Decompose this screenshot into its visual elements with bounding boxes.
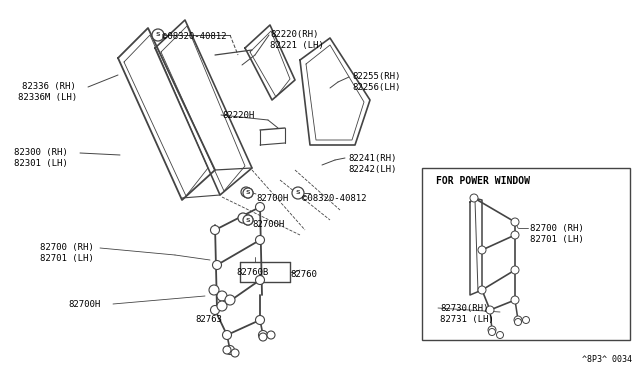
- Text: FOR POWER WINDOW: FOR POWER WINDOW: [436, 176, 530, 186]
- Text: 82760: 82760: [290, 270, 317, 279]
- Text: 82255(RH): 82255(RH): [352, 72, 401, 81]
- Circle shape: [497, 331, 504, 339]
- Circle shape: [511, 218, 519, 226]
- Text: S: S: [296, 190, 300, 196]
- Circle shape: [515, 318, 522, 326]
- Circle shape: [243, 188, 253, 198]
- Circle shape: [488, 328, 495, 336]
- Text: 82242(LH): 82242(LH): [348, 165, 396, 174]
- Circle shape: [212, 260, 221, 269]
- Text: ©08320-40812: ©08320-40812: [302, 194, 367, 203]
- Circle shape: [511, 266, 519, 274]
- Circle shape: [238, 213, 248, 223]
- Circle shape: [243, 215, 253, 225]
- Text: 82221 (LH): 82221 (LH): [270, 41, 324, 50]
- Text: 82241(RH): 82241(RH): [348, 154, 396, 163]
- Text: 82700 (RH): 82700 (RH): [530, 224, 584, 233]
- Circle shape: [470, 194, 478, 202]
- Text: 82700H: 82700H: [68, 300, 100, 309]
- Circle shape: [478, 286, 486, 294]
- Text: 82336M (LH): 82336M (LH): [18, 93, 77, 102]
- Circle shape: [217, 291, 227, 301]
- Circle shape: [243, 215, 253, 225]
- Circle shape: [255, 235, 264, 244]
- Text: 82301 (LH): 82301 (LH): [14, 159, 68, 168]
- Circle shape: [231, 349, 239, 357]
- Circle shape: [255, 276, 264, 285]
- Circle shape: [223, 330, 232, 340]
- Text: S: S: [246, 218, 250, 222]
- Circle shape: [511, 231, 519, 239]
- Circle shape: [259, 333, 267, 341]
- Text: ^8P3^ 0034: ^8P3^ 0034: [582, 355, 632, 364]
- Circle shape: [488, 326, 496, 334]
- Circle shape: [241, 187, 251, 197]
- Text: 82220H: 82220H: [222, 111, 254, 120]
- Text: 82700H: 82700H: [252, 220, 284, 229]
- Text: 82256(LH): 82256(LH): [352, 83, 401, 92]
- Text: 82763: 82763: [195, 315, 222, 324]
- Text: S: S: [156, 32, 160, 38]
- Circle shape: [255, 315, 264, 324]
- Circle shape: [243, 188, 253, 198]
- Circle shape: [225, 295, 235, 305]
- Circle shape: [217, 301, 227, 311]
- Circle shape: [255, 202, 264, 212]
- Circle shape: [152, 29, 164, 41]
- Text: 82336 (RH): 82336 (RH): [22, 82, 76, 91]
- Circle shape: [211, 225, 220, 234]
- Text: S: S: [246, 190, 250, 196]
- Text: ©08320-40812: ©08320-40812: [162, 32, 227, 41]
- Circle shape: [511, 296, 519, 304]
- Circle shape: [267, 331, 275, 339]
- Circle shape: [211, 305, 220, 314]
- Circle shape: [514, 316, 522, 324]
- Text: 82300 (RH): 82300 (RH): [14, 148, 68, 157]
- Bar: [422, 168, 630, 340]
- Circle shape: [486, 306, 494, 314]
- Text: 82731 (LH): 82731 (LH): [440, 315, 493, 324]
- Text: 82730(RH): 82730(RH): [440, 304, 488, 313]
- Text: 82700H: 82700H: [256, 194, 288, 203]
- Circle shape: [478, 246, 486, 254]
- Text: 82701 (LH): 82701 (LH): [530, 235, 584, 244]
- Text: 82220(RH): 82220(RH): [270, 30, 318, 39]
- Circle shape: [259, 330, 268, 340]
- Circle shape: [292, 187, 304, 199]
- Text: 82700 (RH): 82700 (RH): [40, 243, 93, 252]
- Circle shape: [225, 346, 234, 355]
- Circle shape: [209, 285, 219, 295]
- Text: 82760B: 82760B: [236, 268, 268, 277]
- Circle shape: [522, 317, 529, 324]
- Text: 82701 (LH): 82701 (LH): [40, 254, 93, 263]
- Circle shape: [223, 346, 231, 354]
